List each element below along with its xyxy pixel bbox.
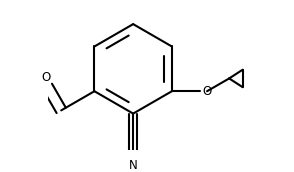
Text: N: N: [129, 159, 138, 172]
Text: O: O: [202, 85, 212, 98]
Text: O: O: [42, 71, 51, 84]
